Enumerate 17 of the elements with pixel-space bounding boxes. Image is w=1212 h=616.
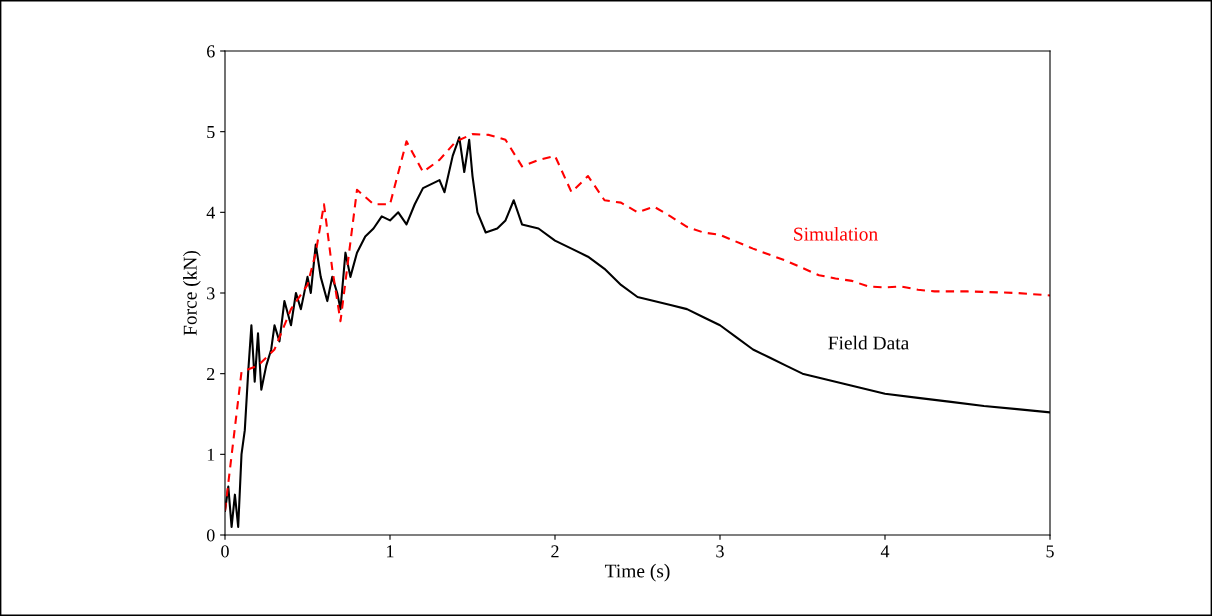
y-tick-label: 3 xyxy=(207,287,215,300)
y-tick-label: 0 xyxy=(206,529,215,542)
x-axis-title: Time (s) xyxy=(604,563,670,582)
x-tick-label: 1 xyxy=(387,545,394,558)
series-label: Simulation xyxy=(794,226,878,241)
x-tick-label: 0 xyxy=(221,545,229,558)
y-tick-label: 5 xyxy=(207,126,215,139)
y-tick-label: 2 xyxy=(207,367,215,380)
x-tick-label: 5 xyxy=(1046,545,1054,558)
y-axis-title: Force (kN) xyxy=(183,250,201,336)
y-tick-label: 1 xyxy=(207,448,215,461)
series-label: Field Data xyxy=(828,335,909,350)
x-tick-label: 4 xyxy=(880,545,890,558)
y-tick-label: 6 xyxy=(207,45,215,58)
x-tick-label: 2 xyxy=(551,545,559,558)
x-tick-label: 3 xyxy=(716,545,724,558)
y-tick-label: 4 xyxy=(206,206,215,219)
